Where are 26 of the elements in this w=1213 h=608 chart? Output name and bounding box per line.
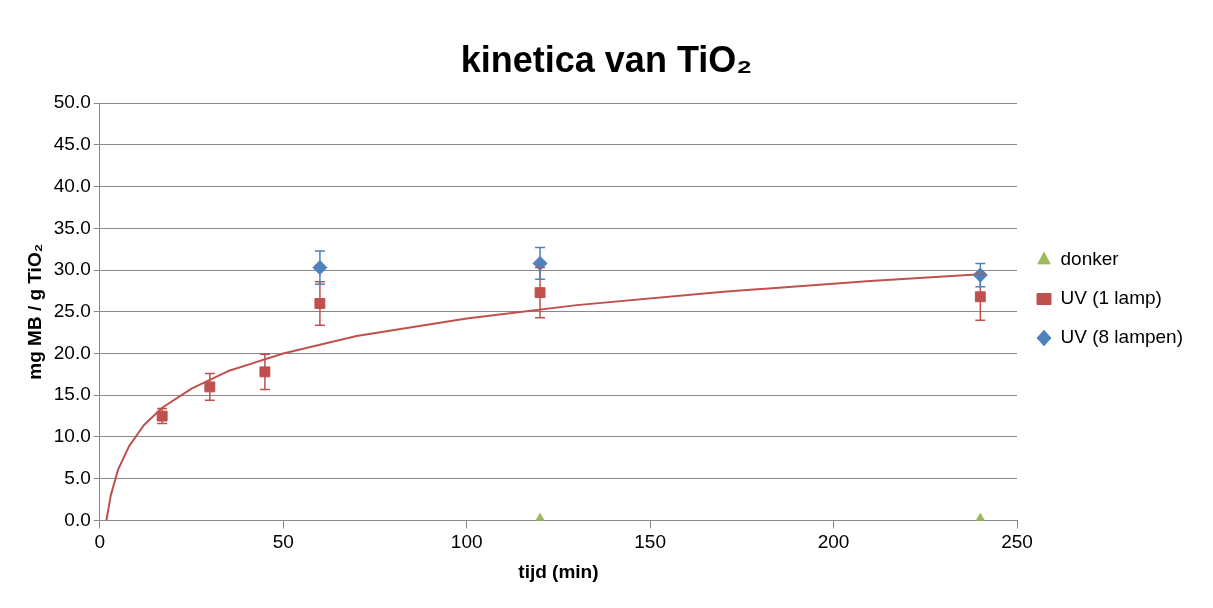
y-tick-label: 45.0 <box>53 133 91 155</box>
x-axis-title: tijd (min) <box>518 560 599 582</box>
y-tick-label: 50.0 <box>53 91 91 113</box>
y-tick-label: 35.0 <box>53 216 91 238</box>
y-tick-label: 30.0 <box>53 258 91 280</box>
point <box>974 291 986 303</box>
point <box>534 287 546 299</box>
y-tick-label: 5.0 <box>64 466 91 488</box>
legend-label: UV (1 lamp) <box>1060 287 1162 309</box>
y-axis-title: mg MB / g TiO₂ <box>23 243 45 380</box>
x-tick-label: 150 <box>634 531 666 553</box>
legend-label: donker <box>1060 248 1120 270</box>
y-tick-label: 10.0 <box>53 425 91 447</box>
x-tick-label: 200 <box>817 531 850 553</box>
point <box>314 298 326 309</box>
y-tick-label: 15.0 <box>53 383 91 405</box>
y-tick-label: 25.0 <box>53 300 91 322</box>
chart-title: kinetica van TiO₂ <box>460 38 753 80</box>
legend-label: UV (8 lampen) <box>1060 326 1184 348</box>
x-tick-label: 250 <box>1001 531 1033 553</box>
y-tick-label: 0.0 <box>64 508 91 530</box>
y-tick-label: 40.0 <box>53 174 91 196</box>
y-tick-label: 20.0 <box>53 341 91 363</box>
x-tick-label: 100 <box>450 531 483 553</box>
x-tick-label: 50 <box>272 531 294 553</box>
x-tick-label: 0 <box>94 531 106 553</box>
